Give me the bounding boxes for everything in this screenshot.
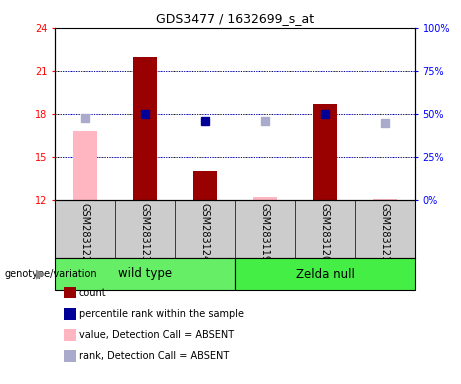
Text: GSM283123: GSM283123	[140, 203, 150, 262]
Text: genotype/variation: genotype/variation	[5, 269, 97, 279]
Text: GSM283124: GSM283124	[200, 203, 210, 262]
Bar	[133, 57, 157, 200]
Bar	[373, 199, 397, 200]
Text: GSM283120: GSM283120	[320, 203, 330, 262]
Title: GDS3477 / 1632699_s_at: GDS3477 / 1632699_s_at	[156, 12, 314, 25]
Text: value, Detection Call = ABSENT: value, Detection Call = ABSENT	[79, 330, 234, 340]
Text: GSM283119: GSM283119	[260, 203, 270, 262]
Text: percentile rank within the sample: percentile rank within the sample	[79, 309, 244, 319]
Bar	[235, 258, 415, 290]
Bar	[253, 197, 277, 200]
Bar	[73, 131, 97, 200]
Text: count: count	[79, 288, 106, 298]
Text: GSM283121: GSM283121	[380, 203, 390, 262]
Text: rank, Detection Call = ABSENT: rank, Detection Call = ABSENT	[79, 351, 229, 361]
Bar	[193, 171, 217, 200]
Text: ▶: ▶	[36, 268, 46, 280]
Text: GSM283122: GSM283122	[80, 203, 90, 262]
Bar	[55, 258, 235, 290]
Text: wild type: wild type	[118, 268, 172, 280]
Bar	[313, 104, 337, 200]
Text: Zelda null: Zelda null	[296, 268, 355, 280]
